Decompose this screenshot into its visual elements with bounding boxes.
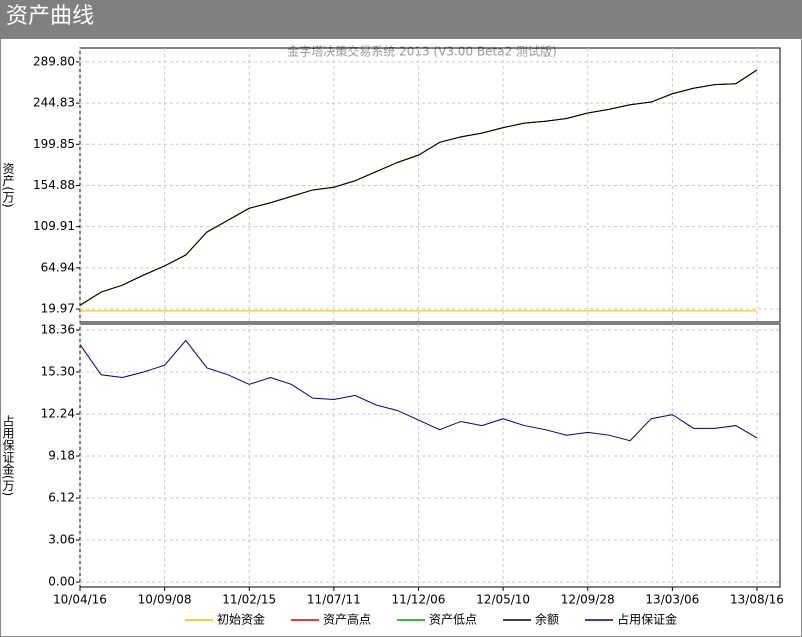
y-tick-label: 64.94 <box>41 260 75 274</box>
x-tick-label: 10/04/16 <box>53 593 107 607</box>
y-tick-label: 289.80 <box>33 54 75 68</box>
y-tick-label: 0.00 <box>48 575 75 589</box>
y-tick-label: 154.88 <box>33 178 75 192</box>
y-axis-label: 占用保证金(万) <box>1 413 15 496</box>
window-title: 资产曲线 <box>6 4 94 29</box>
y-tick-label: 244.83 <box>33 96 75 110</box>
x-tick-label: 11/07/11 <box>307 593 361 607</box>
y-tick-label: 9.18 <box>48 449 75 463</box>
y-axis-label: 资产(万) <box>1 162 15 208</box>
series-line <box>79 69 758 306</box>
y-tick-label: 199.85 <box>33 137 75 151</box>
legend-label: 余额 <box>535 612 559 627</box>
y-tick-label: 3.06 <box>48 533 75 547</box>
plot-border <box>79 323 781 588</box>
x-tick-label: 10/09/08 <box>138 593 192 607</box>
title-bar <box>0 0 802 38</box>
legend-label: 初始资金 <box>217 612 265 627</box>
frame <box>0 38 802 637</box>
chart-subtitle: 金字塔决策交易系统 2013 (V3.00 Beta2 测试版) <box>287 44 556 59</box>
x-tick-label: 11/12/06 <box>392 593 446 607</box>
y-tick-label: 12.24 <box>41 407 75 421</box>
series-line <box>79 339 758 442</box>
legend-label: 资产低点 <box>429 613 477 627</box>
x-tick-label: 13/08/16 <box>730 593 784 607</box>
y-tick-label: 6.12 <box>48 491 75 505</box>
x-tick-label: 13/03/06 <box>645 593 699 607</box>
legend-label: 资产高点 <box>323 612 371 627</box>
y-tick-label: 18.36 <box>41 323 75 337</box>
y-tick-label: 19.97 <box>41 302 75 316</box>
x-tick-label: 12/05/10 <box>476 593 530 607</box>
x-tick-label: 12/09/28 <box>561 593 615 607</box>
legend-label: 占用保证金 <box>617 612 677 627</box>
x-tick-label: 11/02/15 <box>222 593 276 607</box>
y-tick-label: 109.91 <box>33 219 75 233</box>
y-tick-label: 15.30 <box>41 365 75 379</box>
